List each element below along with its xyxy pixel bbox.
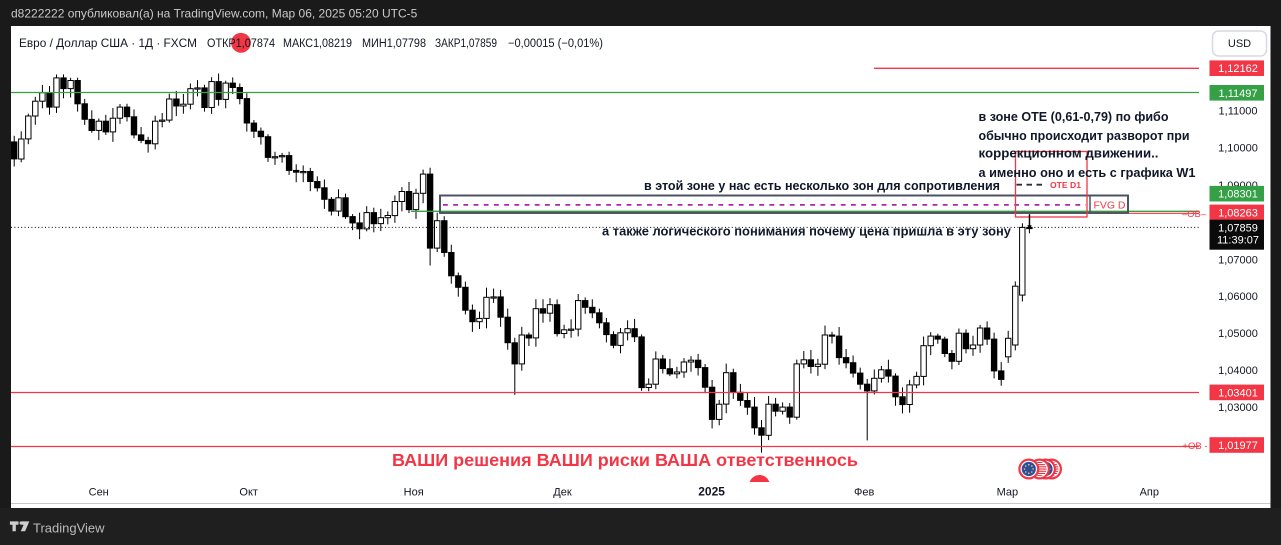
svg-text:МИН1,07798: МИН1,07798	[362, 38, 426, 50]
svg-text:1,06000: 1,06000	[1218, 291, 1258, 303]
svg-text:1,05000: 1,05000	[1218, 328, 1258, 340]
svg-text:МАКС1,08219: МАКС1,08219	[283, 38, 352, 50]
svg-text:1,08263: 1,08263	[1218, 207, 1258, 219]
svg-text:−0,00015 (−0,01%): −0,00015 (−0,01%)	[508, 38, 603, 50]
svg-text:1,01977: 1,01977	[1218, 440, 1258, 452]
svg-text:1,10000: 1,10000	[1218, 143, 1258, 155]
svg-text:Окт: Окт	[239, 487, 258, 499]
svg-text:Дек: Дек	[553, 487, 572, 499]
svg-text:Апр: Апр	[1140, 487, 1159, 499]
svg-text:TradingView: TradingView	[33, 520, 105, 535]
svg-text:обычно происходит разворот при: обычно происходит разворот при	[979, 128, 1190, 143]
svg-text:11:39:07: 11:39:07	[1217, 235, 1259, 247]
svg-text:1,08301: 1,08301	[1218, 189, 1258, 201]
svg-text:1,11000: 1,11000	[1219, 106, 1258, 118]
svg-text:OTE D1: OTE D1	[1050, 180, 1081, 190]
svg-text:–OB–: –OB–	[1182, 209, 1207, 220]
svg-text:коррекционном движении..: коррекционном движении..	[979, 146, 1159, 161]
svg-text:а также логического понимания: а также логического понимания почему цен…	[602, 224, 1012, 239]
svg-text:ВАШИ решения ВАШИ риски ВАША о: ВАШИ решения ВАШИ риски ВАША ответственн…	[392, 450, 858, 470]
svg-text:+OB -: +OB -	[1182, 441, 1207, 452]
svg-text:1,07859: 1,07859	[1218, 223, 1258, 235]
svg-text:1,11497: 1,11497	[1219, 88, 1258, 100]
svg-text:Сен: Сен	[89, 487, 109, 499]
svg-text:а именно оно и есть с графика: а именно оно и есть с графика W1	[979, 165, 1196, 180]
svg-text:1,03401: 1,03401	[1218, 387, 1258, 399]
svg-text:USD: USD	[1228, 38, 1251, 50]
svg-text:ЗАКР1,07859: ЗАКР1,07859	[435, 38, 497, 50]
svg-text:1,04000: 1,04000	[1218, 365, 1258, 377]
svg-text:ОТКР1,07874: ОТКР1,07874	[207, 38, 276, 50]
svg-text:в этой зоне у нас есть несколь: в этой зоне у нас есть несколько зон для…	[644, 178, 1000, 193]
svg-text:в зоне ОТЕ (0,61-0,79) по фибо: в зоне ОТЕ (0,61-0,79) по фибо	[979, 109, 1169, 124]
svg-text:Ноя: Ноя	[404, 487, 424, 499]
svg-text:FVG D: FVG D	[1094, 200, 1126, 211]
svg-text:1,12162: 1,12162	[1218, 63, 1258, 75]
svg-text:1,03000: 1,03000	[1218, 402, 1258, 414]
svg-text:1,07000: 1,07000	[1218, 255, 1258, 267]
svg-text:Фев: Фев	[854, 487, 874, 499]
svg-text:2025: 2025	[698, 485, 725, 499]
svg-text:d8222222 опубликовал(а) на Tra: d8222222 опубликовал(а) на TradingView.c…	[11, 7, 418, 21]
svg-text:Мар: Мар	[997, 487, 1019, 499]
svg-text:Евро / Доллар США · 1Д · FXCM: Евро / Доллар США · 1Д · FXCM	[19, 36, 197, 50]
